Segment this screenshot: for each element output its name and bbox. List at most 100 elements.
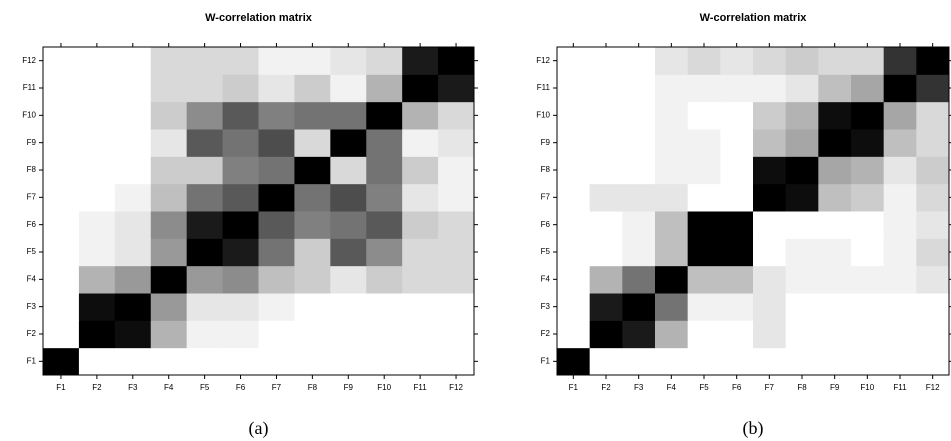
heat-cell [43,129,80,157]
heat-cell [186,238,224,267]
heat-cell [294,293,331,321]
heat-cell [150,238,188,267]
heat-cell [622,101,656,130]
heat-cell [186,293,224,321]
heat-cell [402,129,439,157]
heat-cell [851,320,885,349]
heat-cell [818,293,852,321]
heat-cell [78,74,116,103]
heat-cell [43,183,80,212]
heat-cell [330,320,367,349]
heat-cell [43,293,80,321]
heat-cell [655,238,689,267]
heat-cell [818,347,852,376]
heat-cell [851,293,885,321]
heat-cell [366,129,403,157]
heat-cell [150,347,188,376]
y-tick-label: F6 [541,220,551,229]
heat-cell [402,238,439,267]
heat-cell [330,347,367,376]
heat-cell [851,265,885,294]
heat-cell [294,238,331,267]
x-tick-label: F12 [449,383,463,392]
heat-cell [687,74,721,103]
heat-cell [330,238,367,267]
heat-cell [589,347,623,376]
heat-cell [150,211,188,239]
heat-cell [589,293,623,321]
heat-cell [851,101,885,130]
heat-cell [294,156,331,185]
heat-cell [402,156,439,185]
heat-cell [43,211,80,239]
heat-cell [687,293,721,321]
heat-cell [186,47,224,75]
heat-cell [43,101,80,130]
heat-cell [438,183,475,212]
heat-cell [258,238,295,267]
heat-cell [150,47,188,75]
heat-cell [43,347,80,376]
heat-cell [818,47,852,75]
heat-cell [438,211,475,239]
heat-cell [78,293,116,321]
heat-cell [222,101,259,130]
heat-cell [78,156,116,185]
heat-cell [655,74,689,103]
heat-cell [186,347,224,376]
y-tick-label: F1 [541,356,551,365]
heat-cell [258,347,295,376]
heat-cell [916,238,950,267]
heat-cell [589,101,623,130]
heat-cell [655,320,689,349]
heat-cell [883,320,917,349]
y-tick-label: F10 [536,110,550,119]
heat-cell [330,74,367,103]
heat-cell [720,101,754,130]
heat-cell [402,183,439,212]
heat-cell [258,156,295,185]
heat-cell [589,156,623,185]
heat-cell [753,211,787,239]
heat-cell [687,265,721,294]
heat-cell [150,183,188,212]
heat-cell [43,47,80,75]
x-tick-label: F12 [926,383,940,392]
heat-cell [366,347,403,376]
heat-cell [222,156,259,185]
y-tick-label: F2 [27,329,37,338]
heat-cell [818,238,852,267]
heat-cell [366,293,403,321]
heat-cell [687,347,721,376]
heat-cell [785,156,819,185]
x-tick-label: F8 [797,383,807,392]
heat-cell [753,347,787,376]
heat-cell [150,129,188,157]
heat-cell [916,101,950,130]
heat-cell [402,293,439,321]
heat-cell [622,238,656,267]
y-tick-label: F2 [541,329,551,338]
heat-cell [589,320,623,349]
x-tick-label: F8 [308,383,318,392]
heat-cell [258,293,295,321]
heat-cell [78,129,116,157]
heat-cell [851,74,885,103]
heat-cell [785,211,819,239]
heat-cell [258,101,295,130]
heat-cell [114,265,152,294]
plot-frame [42,46,475,376]
heat-cell [186,211,224,239]
heat-cell [438,156,475,185]
heat-cell [402,347,439,376]
heat-cell [720,265,754,294]
x-tick-label: F3 [634,383,644,392]
heat-cell [655,47,689,75]
heat-cell [883,129,917,157]
heat-cell [851,156,885,185]
heat-cell [150,156,188,185]
heat-cell [883,347,917,376]
chart-title: W-correlation matrix [205,12,313,24]
x-tick-label: F2 [601,383,611,392]
heat-cell [366,74,403,103]
